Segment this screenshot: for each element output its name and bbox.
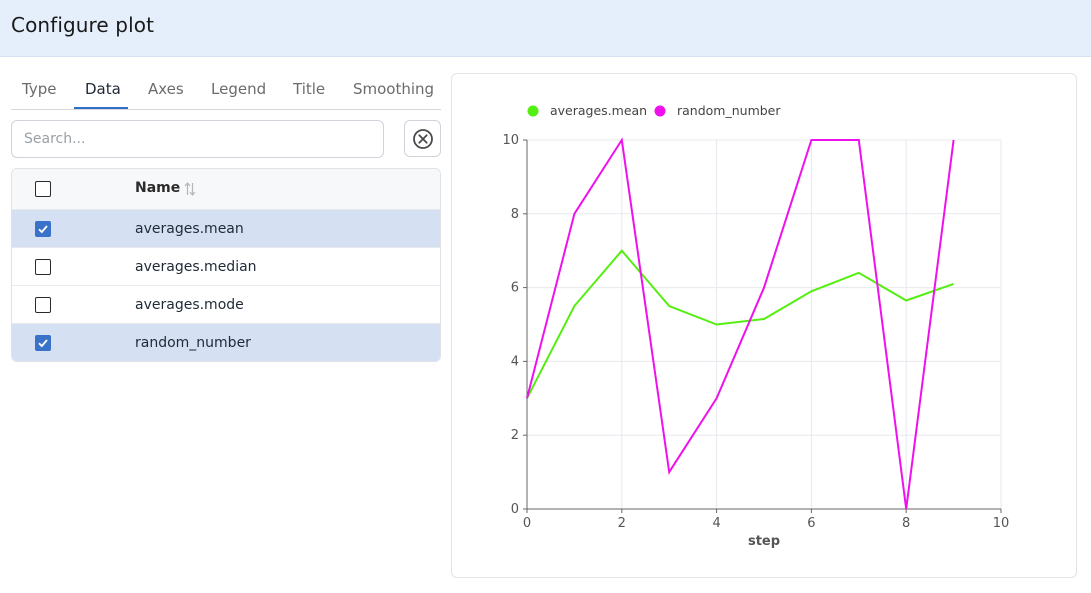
table-row[interactable]: averages.mode [12, 286, 440, 324]
tab-data[interactable]: Data [85, 80, 121, 98]
check-icon [38, 339, 48, 348]
series-line-random-number [526, 137, 955, 510]
row-name: averages.mean [135, 221, 244, 237]
clear-search-button[interactable] [404, 120, 441, 157]
search-input[interactable] [11, 120, 384, 158]
active-tab-indicator [74, 107, 128, 109]
row-name: averages.median [135, 259, 257, 275]
row-checkbox[interactable] [35, 297, 51, 313]
x-axis-title: step [748, 534, 780, 549]
y-tick-label: 4 [511, 354, 519, 369]
row-checkbox[interactable] [35, 335, 51, 351]
tab-bar: Type Data Axes Legend Title Smoothing [11, 70, 441, 110]
legend-label: random_number [677, 103, 781, 118]
x-tick-label: 4 [712, 516, 720, 531]
page-header: Configure plot [0, 0, 1091, 57]
y-tick-label: 6 [511, 281, 519, 296]
row-checkbox[interactable] [35, 221, 51, 237]
name-column-header[interactable]: Name [135, 180, 181, 196]
row-checkbox[interactable] [35, 259, 51, 275]
close-circle-icon [412, 128, 433, 149]
row-name: random_number [135, 335, 251, 351]
check-icon [38, 225, 48, 234]
x-tick-label: 6 [807, 516, 815, 531]
tab-legend[interactable]: Legend [211, 80, 267, 98]
y-tick-label: 8 [511, 207, 519, 222]
series-table: Name averages.mean averages.median avera… [11, 168, 441, 362]
x-tick-label: 2 [618, 516, 626, 531]
y-tick-label: 0 [511, 502, 519, 517]
table-header-row: Name [12, 169, 440, 210]
x-tick-label: 10 [993, 516, 1010, 531]
sort-icon[interactable] [184, 181, 196, 197]
chart-panel: 0 2 4 6 8 10 0 2 4 6 8 10 step averages.mean random_nu… [451, 73, 1077, 578]
select-all-checkbox[interactable] [35, 181, 51, 197]
tab-title[interactable]: Title [293, 80, 326, 98]
series-line-averages-mean [526, 249, 954, 399]
legend-marker [654, 105, 666, 117]
x-tick-label: 0 [523, 516, 531, 531]
table-row[interactable]: averages.median [12, 248, 440, 286]
table-row[interactable]: random_number [12, 324, 440, 361]
tab-axes[interactable]: Axes [148, 80, 184, 98]
x-tick-label: 8 [902, 516, 910, 531]
table-row[interactable]: averages.mean [12, 210, 440, 248]
legend-marker [527, 105, 539, 117]
tab-smoothing[interactable]: Smoothing [353, 80, 435, 98]
line-chart: 0 2 4 6 8 10 0 2 4 6 8 10 step averages.mean random_nu… [502, 103, 1010, 549]
legend-label: averages.mean [550, 103, 647, 118]
y-tick-label: 10 [502, 133, 519, 148]
tab-type[interactable]: Type [22, 80, 57, 98]
y-tick-label: 2 [511, 428, 519, 443]
page-title: Configure plot [11, 13, 155, 37]
row-name: averages.mode [135, 297, 244, 313]
